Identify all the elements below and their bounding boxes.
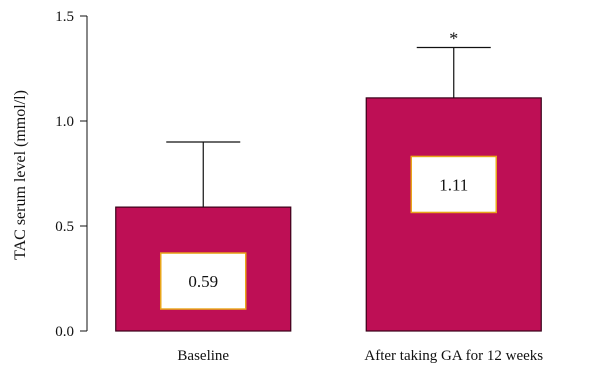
y-axis-label: TAC serum level (mmol/l): [12, 90, 29, 260]
significance-marker: *: [449, 29, 458, 49]
bar: [365, 97, 542, 332]
bars-group: [115, 46, 542, 332]
y-tick-label: 1.0: [55, 114, 74, 130]
y-tick-label: 0.5: [55, 219, 74, 235]
y-tick-label: 0.0: [55, 324, 74, 340]
axes: 0.0 0.5 1.0 1.5: [55, 9, 88, 340]
data-label-box: [410, 155, 497, 214]
y-tick-label: 1.5: [55, 9, 74, 25]
data-label-box: [160, 252, 247, 310]
data-label: 1.11: [439, 175, 468, 194]
x-tick-label: Baseline: [177, 348, 229, 364]
data-label: 0.59: [188, 272, 218, 291]
labels-group: 0.59 Baseline * 1.11 After taking GA for 12 …: [160, 29, 543, 364]
x-tick-label: After taking GA for 12 weeks: [364, 348, 543, 364]
